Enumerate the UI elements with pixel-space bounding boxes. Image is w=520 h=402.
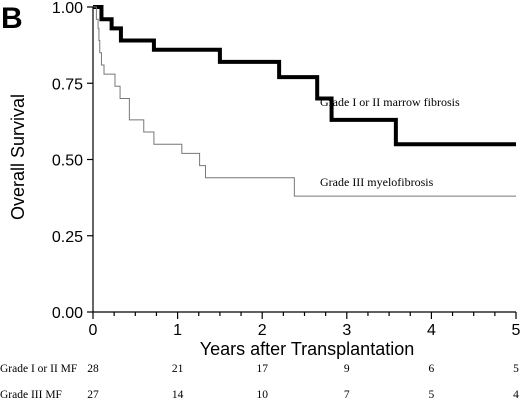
risk-row-label: Grade III MF [0, 389, 62, 401]
series-label-grade-i-ii: Grade I or II marrow fibrosis [320, 95, 460, 109]
series-label-grade-iii: Grade III myelofibrosis [320, 175, 434, 189]
series-line-1 [93, 5, 516, 147]
risk-count: 28 [87, 363, 99, 375]
x-tick-label: 0 [89, 322, 98, 339]
plot-axes: 0.00 0.25 0.50 0.75 1.00 0 1 2 3 4 5 [52, 0, 520, 339]
risk-count: 6 [429, 363, 435, 375]
risk-count: 17 [256, 363, 268, 375]
risk-count: 5 [513, 363, 519, 375]
y-axis-label: Overall Survival [8, 94, 28, 220]
risk-count: 4 [513, 389, 519, 401]
risk-count: 14 [172, 389, 184, 401]
y-tick-label: 0.00 [52, 305, 83, 322]
series-line-2 [93, 6, 516, 197]
risk-table: Grade I or II MF 28 21 17 9 6 5 Grade III MF 27 1… [0, 363, 519, 401]
x-tick-label: 4 [427, 322, 436, 339]
risk-row-label: Grade I or II MF [0, 363, 77, 375]
x-tick-label: 3 [342, 322, 351, 339]
risk-count: 5 [429, 389, 435, 401]
risk-count: 9 [344, 363, 350, 375]
x-tick-label: 5 [512, 322, 520, 339]
y-tick-label: 0.50 [52, 153, 83, 170]
panel-label: B [1, 2, 23, 35]
x-axis-label: Years after Transplantation [200, 339, 414, 359]
y-tick-label: 0.75 [52, 76, 83, 93]
risk-count: 7 [344, 389, 350, 401]
x-tick-label: 1 [173, 322, 182, 339]
plot-series [93, 5, 516, 197]
x-tick-label: 2 [258, 322, 267, 339]
risk-count: 21 [172, 363, 184, 375]
risk-count: 27 [87, 389, 99, 401]
y-tick-label: 0.25 [52, 229, 83, 246]
y-tick-label: 1.00 [52, 0, 83, 17]
risk-count: 10 [256, 389, 268, 401]
